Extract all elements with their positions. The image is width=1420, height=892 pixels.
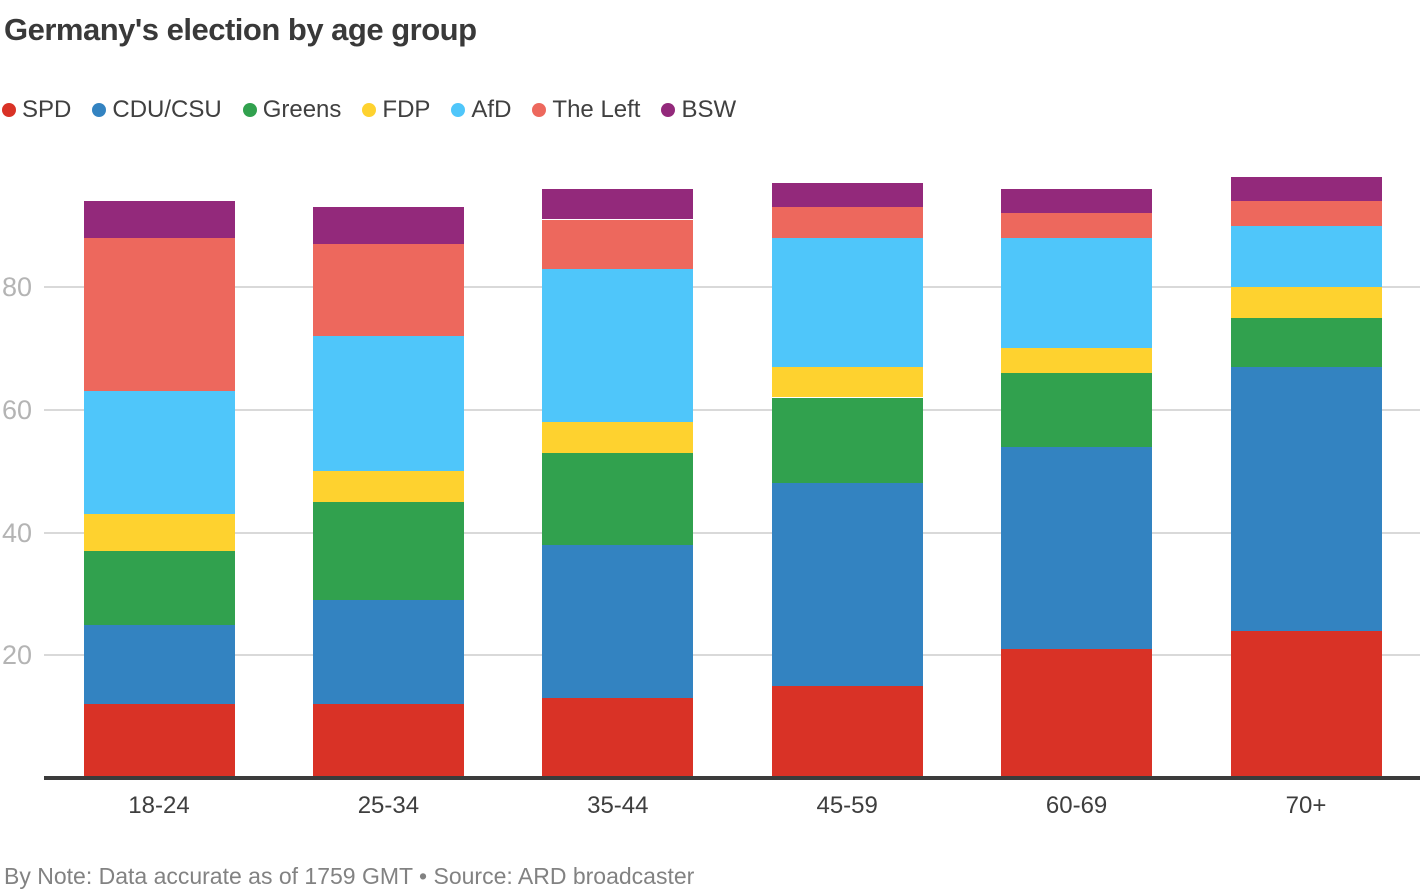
bar-segment-35-44-The Left — [542, 219, 694, 269]
bar-segment-45-59-AfD — [771, 237, 923, 367]
source-note: By Note: Data accurate as of 1759 GMT • … — [4, 863, 695, 889]
y-axis-tick-label: 80 — [2, 272, 33, 302]
bar-segment-35-44-AfD — [542, 268, 694, 422]
legend-item-BSW: BSW — [661, 96, 736, 124]
legend-label: AfD — [471, 96, 512, 123]
y-axis-tick-label: 20 — [2, 640, 33, 671]
legend-item-FDP: FDP — [362, 96, 430, 124]
bar-segment-25-34-SPD — [312, 704, 464, 779]
legend-dot-icon — [92, 103, 107, 117]
bar-segment-70+-BSW — [1230, 176, 1382, 202]
legend-dot-icon — [532, 103, 547, 117]
bar-segment-45-59-BSW — [771, 182, 923, 208]
bar-segment-18-24-BSW — [83, 201, 235, 238]
gridline-40 — [44, 531, 1420, 534]
gridline-60 — [44, 408, 1420, 411]
chart-legend: SPD CDU/CSU Greens FDP AfD The Left BSW — [2, 96, 757, 124]
bar-segment-70+-CDU/CSU — [1230, 366, 1382, 631]
bar-segment-70+-Greens — [1230, 317, 1382, 367]
bar-segment-70+-FDP — [1230, 287, 1382, 318]
bar-segment-60-69-CDU/CSU — [1001, 446, 1153, 650]
gridline-20 — [44, 654, 1420, 657]
bar-segment-45-59-Greens — [771, 397, 923, 484]
legend-label: FDP — [382, 96, 431, 123]
x-axis-category-label: 70+ — [1285, 792, 1327, 819]
bar-segment-18-24-AfD — [83, 391, 235, 515]
bar-segment-25-34-AfD — [312, 336, 464, 472]
bar-segment-60-69-Greens — [1001, 372, 1153, 447]
x-axis-category-label: 18-24 — [128, 792, 190, 819]
bar-segment-60-69-SPD — [1001, 649, 1153, 778]
legend-dot-icon — [242, 103, 257, 117]
legend-dot-icon — [661, 103, 676, 117]
x-axis-category-label: 25-34 — [357, 792, 420, 819]
legend-item-AfD: AfD — [451, 96, 511, 124]
bar-segment-70+-SPD — [1230, 630, 1382, 778]
bar-segment-35-44-CDU/CSU — [542, 544, 694, 699]
bar-segment-35-44-BSW — [542, 188, 694, 220]
bar-segment-18-24-SPD — [83, 704, 235, 779]
bar-segment-60-69-AfD — [1001, 237, 1153, 349]
legend-label: BSW — [681, 96, 737, 123]
legend-dot-icon — [362, 103, 377, 117]
x-axis-category-label: 35-44 — [587, 792, 649, 819]
bar-segment-35-44-FDP — [542, 422, 694, 453]
legend-item-The Left: The Left — [532, 96, 640, 124]
bar-segment-60-69-FDP — [1001, 348, 1153, 373]
bar-segment-25-34-Greens — [312, 501, 464, 600]
x-axis-category-label: 45-59 — [816, 792, 878, 819]
bar-segment-35-44-SPD — [542, 698, 694, 778]
gridline-80 — [44, 286, 1420, 288]
bar-segment-18-24-FDP — [83, 514, 235, 551]
legend-dot-icon — [451, 103, 466, 117]
legend-item-Greens: Greens — [242, 96, 342, 124]
bar-segment-45-59-The Left — [771, 207, 923, 238]
bar-segment-45-59-SPD — [771, 685, 923, 778]
bar-segment-25-34-CDU/CSU — [312, 600, 464, 705]
bar-segment-45-59-CDU/CSU — [771, 483, 923, 686]
y-axis-tick-label: 60 — [2, 394, 33, 425]
legend-label: The Left — [552, 96, 641, 123]
bar-segment-25-34-FDP — [312, 471, 464, 502]
legend-label: Greens — [262, 96, 342, 123]
legend-dot-icon — [2, 103, 16, 117]
legend-item-CDU/CSU: CDU/CSU — [92, 96, 222, 124]
chart-title: Germany's election by age group — [4, 12, 477, 47]
bar-segment-45-59-FDP — [771, 366, 923, 398]
x-axis-line — [44, 776, 1420, 780]
bar-segment-25-34-The Left — [312, 244, 464, 337]
bar-segment-18-24-The Left — [83, 237, 235, 392]
legend-label: SPD — [22, 96, 72, 123]
legend-item-SPD: SPD — [2, 96, 71, 124]
y-axis-tick-label: 40 — [2, 517, 33, 548]
bar-segment-70+-The Left — [1230, 201, 1382, 226]
legend-label: CDU/CSU — [112, 96, 222, 123]
bar-segment-70+-AfD — [1230, 225, 1382, 287]
bar-segment-18-24-CDU/CSU — [83, 624, 235, 705]
bar-segment-60-69-The Left — [1001, 213, 1153, 238]
bar-segment-35-44-Greens — [542, 452, 694, 545]
bar-segment-60-69-BSW — [1001, 188, 1153, 214]
bar-segment-25-34-BSW — [312, 207, 464, 244]
x-axis-category-label: 60-69 — [1045, 792, 1108, 819]
bar-segment-18-24-Greens — [83, 550, 235, 625]
